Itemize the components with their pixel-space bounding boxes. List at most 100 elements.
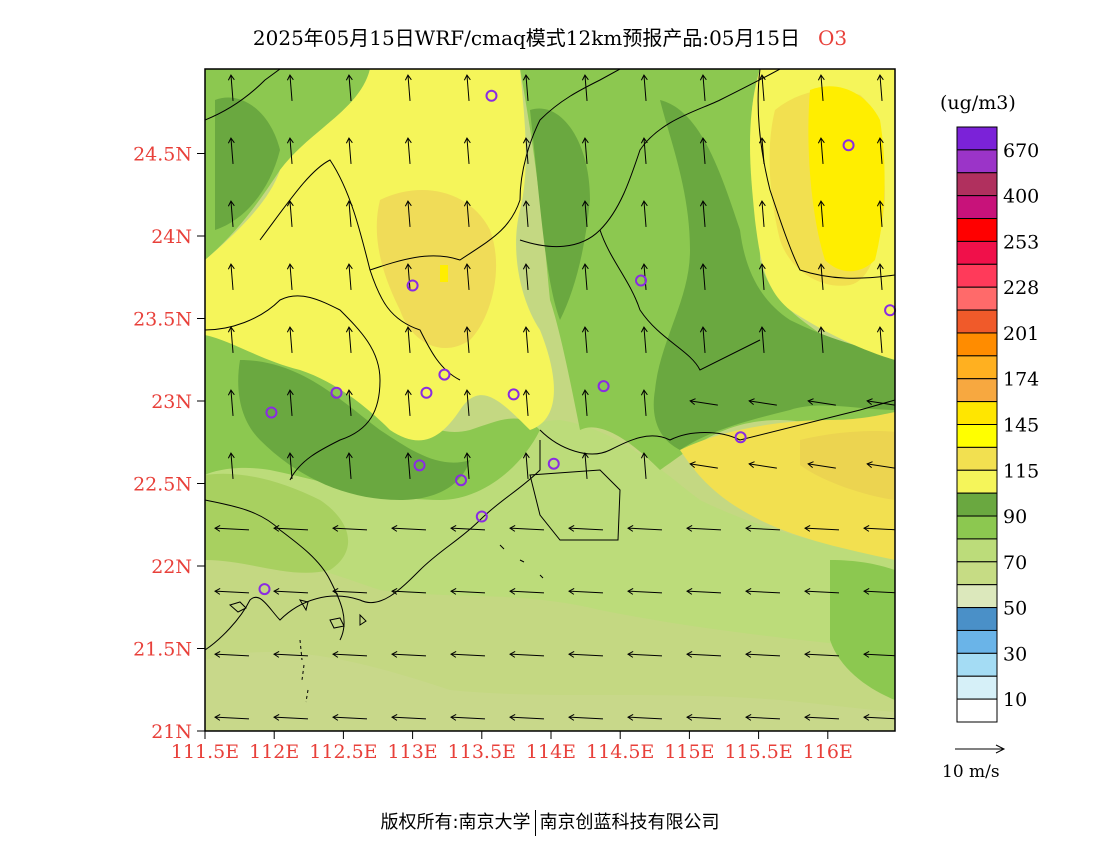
wind-arrow: [466, 390, 470, 416]
wind-arrow-head: [568, 587, 575, 595]
wind-arrow-head: [863, 713, 870, 721]
wind-arrow-head: [686, 587, 693, 595]
wind-arrow-head: [568, 524, 575, 532]
legend-label: 145: [1003, 415, 1039, 437]
wind-arrow-head: [627, 587, 634, 595]
wind-arrow: [348, 327, 352, 353]
wind-arrow-head: [699, 263, 707, 270]
wind-arrow-head: [286, 200, 294, 207]
wind-arrow-head: [463, 137, 471, 144]
wind-arrow-head: [699, 137, 707, 144]
wind-arrow: [702, 327, 706, 353]
title-text: 2025年05月15日WRF/cmaq模式12km预报产品:05月15日: [252, 26, 800, 50]
wind-arrow: [509, 653, 545, 657]
wind-arrow: [702, 264, 706, 290]
field-se-green: [830, 560, 895, 700]
wind-arrow: [761, 201, 765, 227]
station-marker: [475, 510, 488, 523]
coastline: [205, 440, 541, 651]
wind-arrow-head: [876, 200, 884, 207]
wind-arrow: [686, 527, 722, 531]
wind-arrow-head: [640, 389, 648, 396]
wind-arrow-head: [404, 137, 412, 144]
wind-arrow: [761, 264, 765, 290]
wind-arrow-head: [807, 398, 814, 406]
wind-arrow: [879, 327, 883, 353]
wind-arrow: [289, 453, 293, 479]
wind-arrow-head: [404, 389, 412, 396]
wind-arrow: [407, 75, 411, 101]
wind-arrow: [230, 201, 234, 227]
wind-arrow-head: [522, 137, 530, 144]
wind-arrow-head: [876, 326, 884, 333]
wind-arrow-head: [758, 200, 766, 207]
wind-arrow: [466, 453, 470, 479]
legend-swatch: [956, 172, 998, 197]
wind-arrow-head: [522, 263, 530, 270]
wind-arrow-head: [863, 587, 870, 595]
wind-arrow: [509, 527, 545, 531]
lat-label: 23.5N: [133, 309, 192, 331]
wind-arrow: [749, 463, 777, 469]
wind-arrow-head: [404, 452, 412, 459]
copyright-right: 南京创蓝科技有限公司: [539, 812, 720, 833]
wind-arrow: [466, 138, 470, 164]
wind-arrow: [867, 400, 895, 406]
wind-arrow: [332, 653, 368, 657]
wind-arrow: [686, 653, 722, 657]
wind-arrow-head: [876, 263, 884, 270]
wind-arrow-head: [345, 389, 353, 396]
border-dashed: [299, 639, 309, 703]
wind-arrow-head: [522, 452, 530, 459]
wind-arrow: [273, 653, 309, 657]
wind-arrow-head: [227, 74, 235, 81]
legend-swatch: [956, 401, 998, 426]
legend-label: 30: [1003, 643, 1027, 665]
wind-arrow-head: [686, 650, 693, 658]
wind-arrow-head: [450, 524, 457, 532]
wind-arrow-head: [699, 200, 707, 207]
wind-arrow: [391, 716, 427, 720]
wind-arrow-head: [332, 524, 339, 532]
wind-arrow-head: [345, 263, 353, 270]
wind-arrow-head: [463, 389, 471, 396]
wind-arrow: [348, 138, 352, 164]
wind-arrow: [332, 590, 368, 594]
wind-arrow-head: [640, 200, 648, 207]
wind-arrow-head: [214, 524, 221, 532]
station-marker: [330, 386, 343, 399]
wind-arrow: [525, 75, 529, 101]
wind-arrow-head: [640, 263, 648, 270]
legend-labels: 670 400 253 228 201 174 145 115 90 70 50 30 10: [1003, 140, 1039, 711]
station-marker: [507, 388, 520, 401]
lon-label: 114.5E: [586, 741, 654, 763]
wind-arrow: [584, 75, 588, 101]
wind-arrow-head: [332, 650, 339, 658]
legend-swatch: [956, 126, 998, 151]
wind-arrow: [391, 527, 427, 531]
wind-arrow: [348, 264, 352, 290]
wind-arrow: [289, 327, 293, 353]
wind-arrow: [761, 138, 765, 164]
wind-arrow-head: [581, 137, 589, 144]
legend-label: 50: [1003, 598, 1027, 620]
wind-arrow-head: [450, 650, 457, 658]
wind-arrow-head: [286, 326, 294, 333]
wind-arrow-head: [689, 461, 696, 469]
wind-arrow: [690, 400, 718, 406]
legend-swatch: [956, 698, 998, 723]
wind-arrow-head: [391, 587, 398, 595]
wind-arrow: [289, 390, 293, 416]
wind-arrow: [820, 75, 824, 101]
border-line: [369, 69, 621, 271]
wind-arrow-head: [332, 713, 339, 721]
wind-arrow-head: [391, 524, 398, 532]
wind-arrow-head: [745, 713, 752, 721]
wind-arrow: [214, 527, 250, 531]
wind-arrow-head: [758, 137, 766, 144]
wind-arrow: [867, 463, 895, 469]
coastline: [539, 399, 895, 455]
wind-arrow: [289, 138, 293, 164]
wind-arrow-head: [817, 200, 825, 207]
wind-arrow-head: [227, 452, 235, 459]
